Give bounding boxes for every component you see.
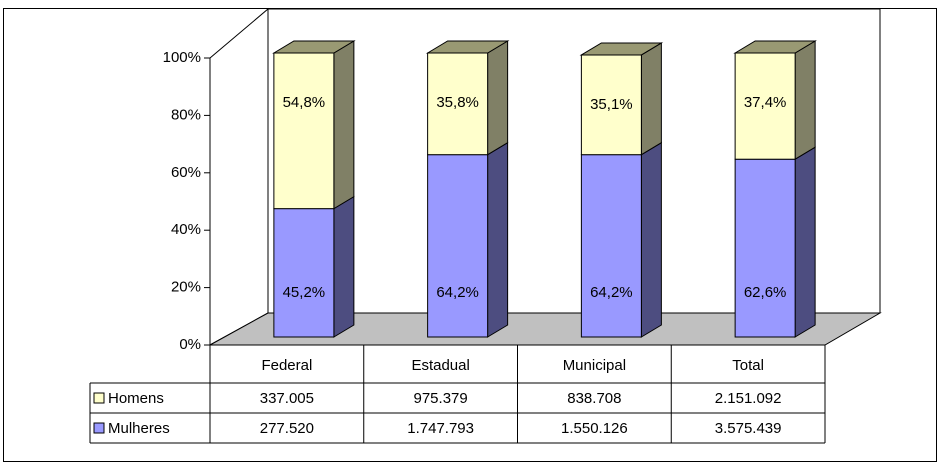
y-tick-label: 80% [171, 106, 201, 123]
table-cell: 277.520 [260, 420, 314, 437]
value-label: 35,8% [436, 94, 479, 111]
bar-side [640, 141, 662, 338]
bar-top [733, 40, 817, 54]
bar-side [794, 146, 816, 338]
legend-label: Mulheres [108, 420, 170, 437]
y-tick-label: 100% [163, 49, 201, 66]
table-cell: 3.575.439 [715, 420, 782, 437]
x-tick-label: Total [732, 357, 764, 374]
side-wall [209, 7, 269, 346]
table-cell: 838.708 [567, 390, 621, 407]
x-tick-label: Estadual [411, 357, 469, 374]
bar-side [487, 141, 509, 338]
legend-key [93, 392, 105, 404]
bar [273, 208, 335, 338]
bar [734, 52, 796, 160]
bar-side [487, 40, 509, 156]
bar-side [333, 40, 355, 210]
bar-top [579, 42, 664, 56]
value-label: 64,2% [436, 284, 479, 301]
bar [580, 154, 642, 338]
value-label: 62,6% [744, 284, 787, 301]
value-label: 37,4% [744, 94, 787, 111]
bar-side [640, 42, 662, 156]
bar-top [425, 40, 510, 54]
y-tick-label: 40% [171, 221, 201, 238]
legend-key [93, 422, 105, 434]
table-cell: 2.151.092 [715, 390, 782, 407]
value-label: 64,2% [590, 284, 633, 301]
bar [427, 52, 489, 156]
value-label: 35,1% [590, 96, 633, 113]
bar-side [333, 195, 355, 338]
legend-label: Homens [108, 390, 164, 407]
value-label: 45,2% [283, 284, 326, 301]
bar [427, 154, 489, 338]
bar [734, 158, 796, 338]
table-cell: 1.550.126 [561, 420, 628, 437]
y-tick-label: 60% [171, 164, 201, 181]
value-label: 54,8% [283, 94, 326, 111]
y-tick-label: 0% [179, 336, 201, 353]
bar-side [794, 40, 816, 161]
table-cell: 975.379 [414, 390, 468, 407]
x-tick-label: Federal [261, 357, 312, 374]
bar [273, 52, 335, 210]
y-tick-label: 20% [171, 279, 201, 296]
table-cell: 1.747.793 [407, 420, 474, 437]
bar-top [272, 40, 356, 54]
bar [580, 54, 642, 156]
x-tick-label: Municipal [563, 357, 626, 374]
table-cell: 337.005 [260, 390, 314, 407]
